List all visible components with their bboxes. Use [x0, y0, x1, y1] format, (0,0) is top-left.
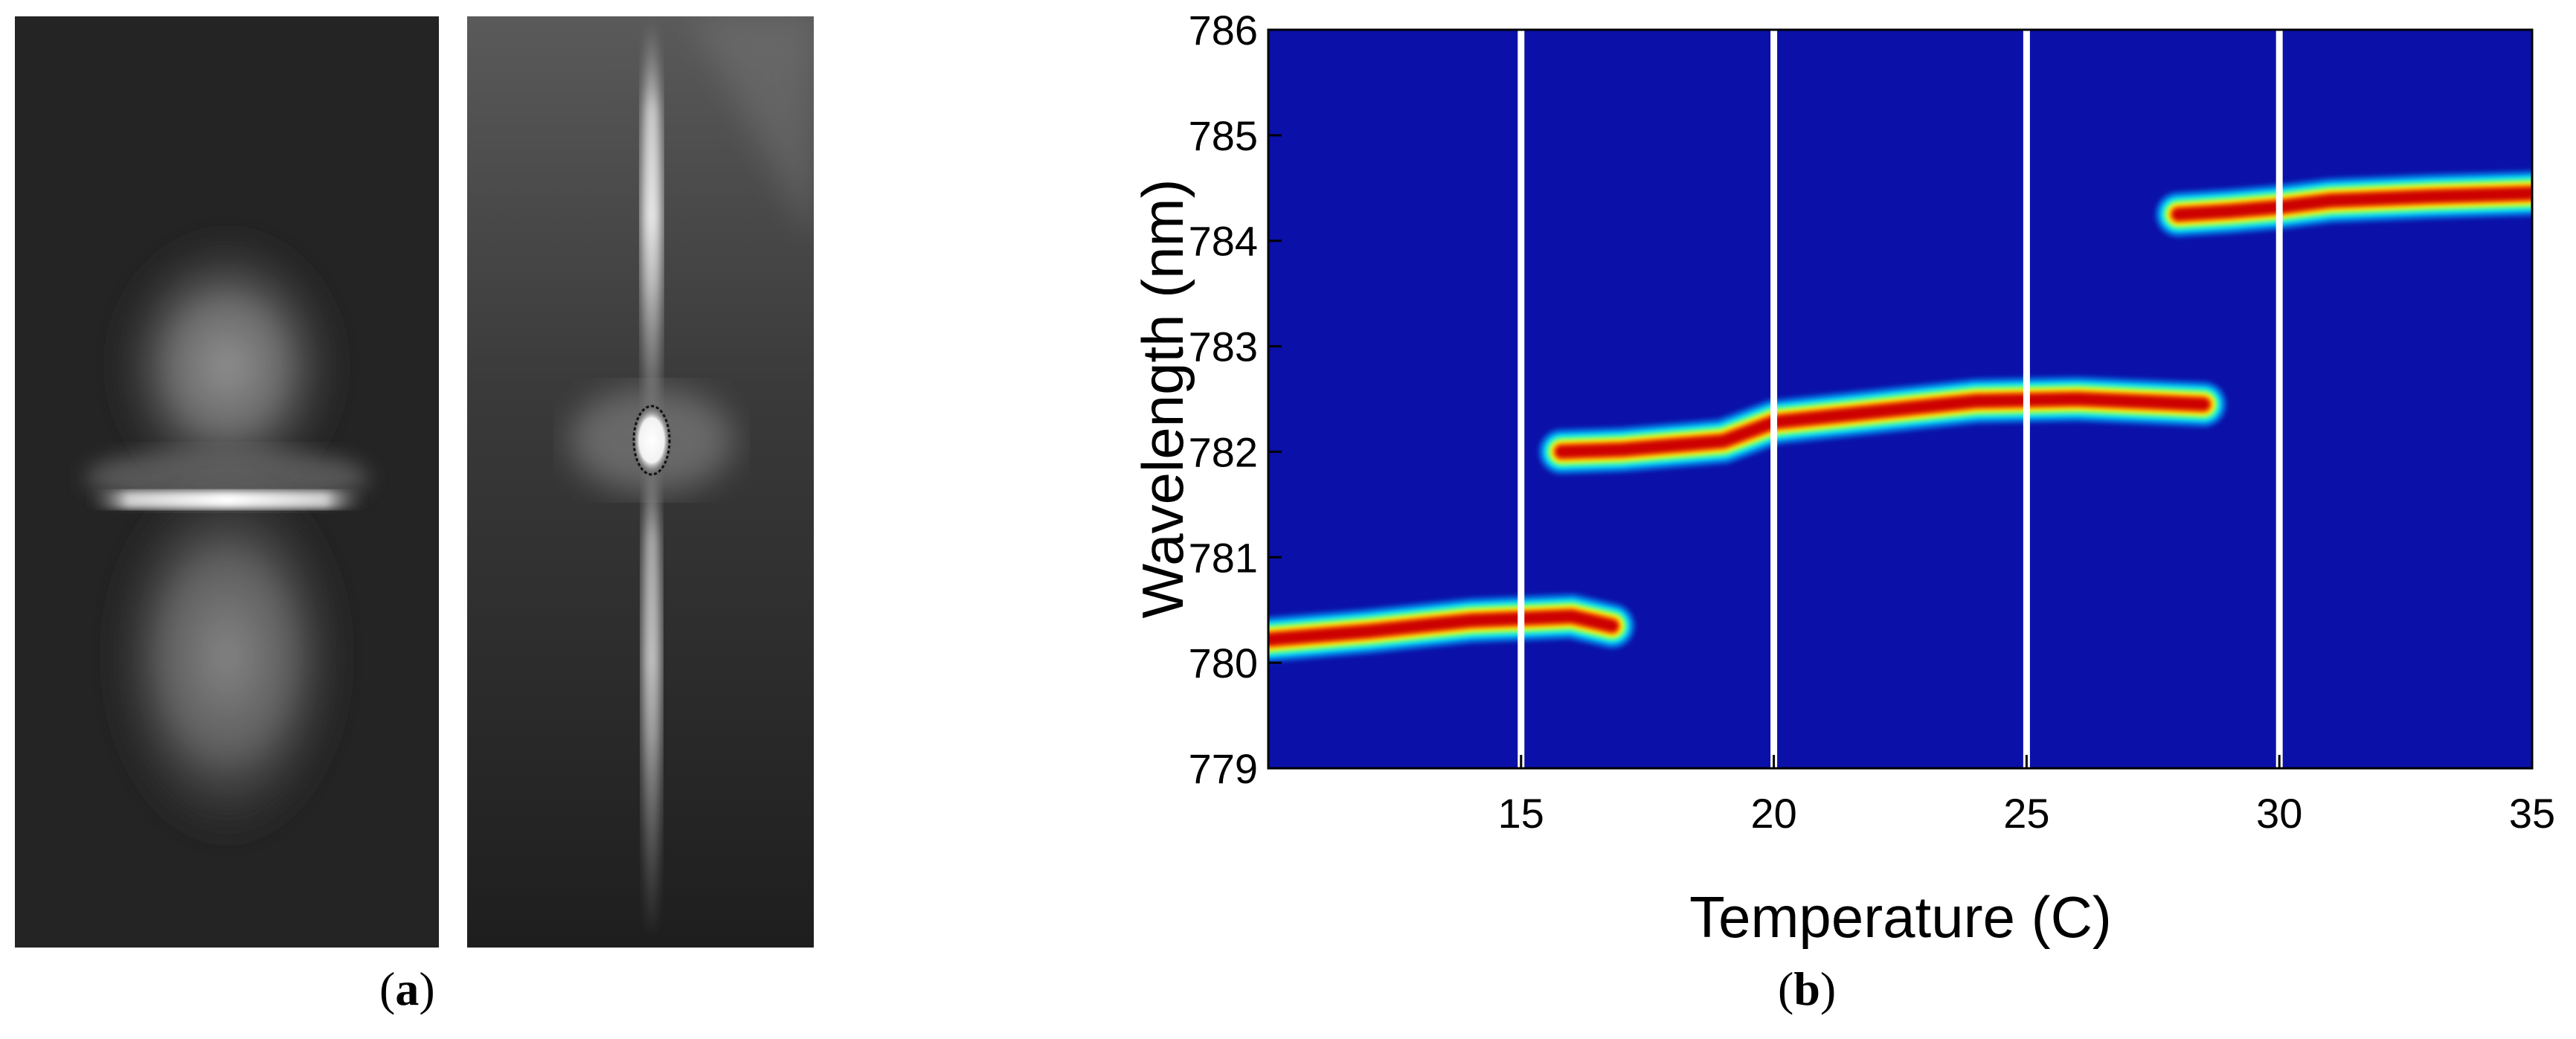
x-tick-label: 15 [1498, 790, 1544, 837]
x-tick-label: 35 [2509, 790, 2555, 837]
wavelength-temperature-heatmap: 15 20 25 30 35 779 780 781 782 783 784 785 786 Tempe… [1130, 7, 2556, 950]
ridge-band [1555, 393, 2210, 458]
y-tick-label: 779 [1189, 745, 1258, 792]
y-tick-label: 785 [1189, 112, 1258, 159]
panel-a-label: (a) [379, 962, 435, 1015]
y-tick-label: 784 [1189, 218, 1258, 265]
y-tick-label: 783 [1189, 324, 1258, 370]
y-tick-label: 786 [1189, 7, 1258, 54]
x-axis-title: Temperature (C) [1689, 884, 2112, 950]
y-tick-label: 781 [1189, 534, 1258, 581]
far-field-beam-image [467, 16, 814, 948]
plot-frame [1267, 28, 2534, 770]
x-tick-label: 30 [2256, 790, 2302, 837]
y-tick-label: 780 [1189, 640, 1258, 686]
ridge-band [1268, 610, 1619, 646]
x-tick-label: 20 [1750, 790, 1796, 837]
temperature-marker-lines [1517, 30, 2283, 768]
x-tick-label: 25 [2003, 790, 2049, 837]
y-tick-label: 782 [1189, 428, 1258, 475]
ridge-3 [2155, 170, 2532, 238]
y-axis-title: Wavelength (nm) [1130, 179, 1195, 619]
ridge-band [2172, 187, 2532, 221]
axis-ticks: 15 20 25 30 35 779 780 781 782 783 784 785 786 [1189, 7, 2556, 837]
ridge-1 [1268, 593, 1636, 663]
ridge-2 [1538, 376, 2227, 475]
near-field-beam-image [15, 16, 439, 948]
panel-b-label: (b) [1778, 962, 1837, 1015]
heatmap-ridges [1268, 170, 2532, 663]
